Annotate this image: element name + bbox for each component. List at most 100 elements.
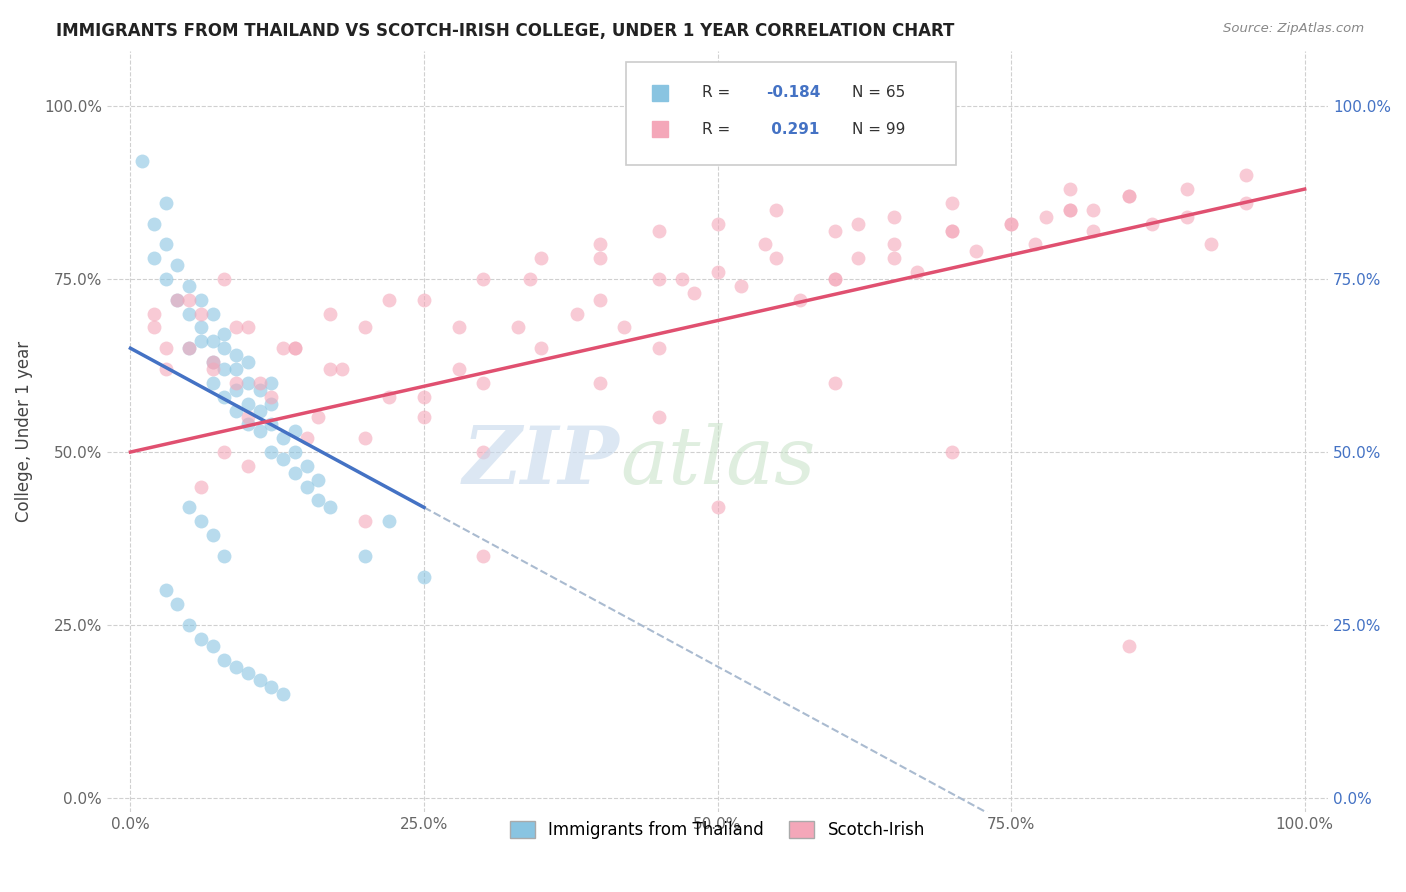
Point [1000, 217, 1022, 231]
Point [260, 396, 283, 410]
Point [471, 549, 494, 563]
Point [354, 431, 377, 445]
Point [225, 383, 247, 397]
Point [142, 252, 165, 266]
Point [941, 195, 963, 210]
Point [307, 493, 329, 508]
Point [249, 424, 271, 438]
Point [155, 237, 177, 252]
Point [1059, 182, 1081, 196]
Point [236, 410, 259, 425]
Point [166, 293, 188, 307]
Point [330, 362, 353, 376]
Point [249, 383, 271, 397]
Point [284, 424, 307, 438]
Point [214, 327, 236, 342]
Text: IMMIGRANTS FROM THAILAND VS SCOTCH-IRISH COLLEGE, UNDER 1 YEAR CORRELATION CHART: IMMIGRANTS FROM THAILAND VS SCOTCH-IRISH… [56, 22, 955, 40]
Point [131, 154, 153, 169]
Point [179, 279, 201, 293]
Point [225, 403, 247, 417]
Point [848, 252, 870, 266]
Point [706, 500, 728, 515]
Point [519, 272, 541, 286]
Point [506, 320, 529, 334]
Point [319, 500, 342, 515]
Point [1118, 639, 1140, 653]
Point [201, 355, 224, 369]
Point [260, 417, 283, 432]
Point [565, 307, 588, 321]
Point [214, 272, 236, 286]
Point [413, 293, 436, 307]
Point [413, 410, 436, 425]
Point [225, 362, 247, 376]
Point [271, 431, 294, 445]
Text: N = 99: N = 99 [852, 121, 905, 136]
Point [883, 237, 905, 252]
Point [190, 514, 212, 528]
Point [179, 500, 201, 515]
Point [413, 390, 436, 404]
Point [824, 272, 846, 286]
Point [225, 376, 247, 390]
Point [236, 396, 259, 410]
Point [249, 673, 271, 688]
Point [179, 618, 201, 632]
Point [589, 293, 612, 307]
Point [471, 445, 494, 459]
Point [201, 334, 224, 349]
Legend: Immigrants from Thailand, Scotch-Irish: Immigrants from Thailand, Scotch-Irish [503, 814, 932, 846]
Point [941, 224, 963, 238]
Point [1175, 210, 1198, 224]
FancyBboxPatch shape [626, 62, 956, 165]
Point [155, 272, 177, 286]
Point [190, 480, 212, 494]
Point [284, 341, 307, 355]
Y-axis label: College, Under 1 year: College, Under 1 year [15, 341, 32, 522]
Point [236, 666, 259, 681]
Point [648, 341, 671, 355]
Point [530, 341, 553, 355]
Point [354, 549, 377, 563]
Point [648, 410, 671, 425]
Point [319, 307, 342, 321]
Point [190, 320, 212, 334]
Point [941, 445, 963, 459]
Point [648, 224, 671, 238]
Point [201, 355, 224, 369]
Point [201, 307, 224, 321]
Point [201, 362, 224, 376]
Point [789, 293, 811, 307]
Point [941, 224, 963, 238]
Point [201, 528, 224, 542]
Text: 0.291: 0.291 [766, 121, 820, 136]
Point [1059, 202, 1081, 217]
Point [1083, 224, 1105, 238]
Point [225, 320, 247, 334]
Point [260, 390, 283, 404]
Point [214, 390, 236, 404]
Point [319, 362, 342, 376]
Point [449, 362, 471, 376]
Point [271, 452, 294, 467]
Point [754, 237, 776, 252]
Point [706, 265, 728, 279]
Point [730, 279, 752, 293]
Point [260, 376, 283, 390]
Point [307, 410, 329, 425]
Point [413, 569, 436, 583]
Point [848, 217, 870, 231]
Point [201, 376, 224, 390]
Point [1234, 168, 1257, 182]
Point [166, 293, 188, 307]
Point [1175, 182, 1198, 196]
Point [236, 417, 259, 432]
Point [589, 252, 612, 266]
Point [142, 217, 165, 231]
Point [249, 403, 271, 417]
Point [142, 320, 165, 334]
Point [236, 355, 259, 369]
Point [295, 480, 318, 494]
Point [179, 307, 201, 321]
Point [284, 445, 307, 459]
